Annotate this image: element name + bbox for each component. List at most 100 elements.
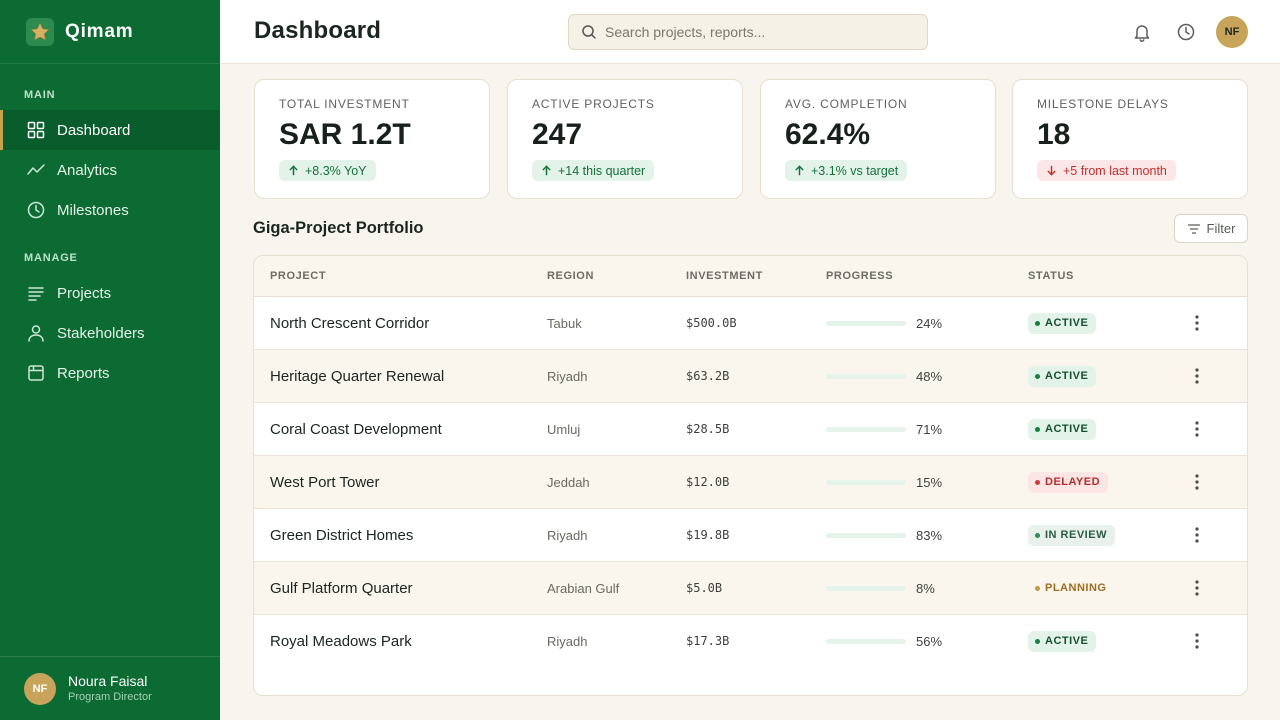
column-header-project[interactable]: PROJECT [270, 270, 327, 282]
project-status: ACTIVE [1028, 350, 1097, 402]
project-progress: 15% [826, 456, 942, 508]
progress-fill [826, 585, 833, 591]
row-menu-button[interactable] [1187, 509, 1207, 561]
project-investment: $5.0B [686, 581, 723, 595]
column-header-status[interactable]: STATUS [1028, 270, 1074, 282]
arrow-up-icon [542, 165, 551, 176]
table-row[interactable]: Heritage Quarter Renewal Riyadh $63.2B 48% A… [254, 350, 1247, 403]
progress-bar [826, 320, 906, 326]
avatar[interactable]: NF [1216, 16, 1248, 48]
column-header-investment[interactable]: INVESTMENT [686, 270, 763, 282]
progress-percent: 56% [916, 633, 943, 649]
sidebar: Qimam MAIN Dashboard Analytics Milestone… [0, 0, 220, 720]
status-dot [1035, 373, 1040, 379]
kpi-label: TOTAL INVESTMENT [279, 97, 410, 111]
status-text: ACTIVE [1045, 370, 1089, 382]
project-progress: 8% [826, 562, 935, 614]
progress-bar [826, 585, 906, 591]
project-name[interactable]: West Port Tower [270, 473, 380, 491]
arrow-up-icon [795, 165, 804, 176]
status-text: ACTIVE [1045, 317, 1089, 329]
user-name: Noura Faisal [68, 673, 148, 689]
progress-percent: 15% [916, 474, 943, 490]
project-status: ACTIVE [1028, 615, 1097, 667]
clock-icon [27, 201, 45, 219]
progress-fill [826, 532, 893, 538]
column-header-progress[interactable]: PROGRESS [826, 270, 894, 282]
table-row[interactable]: Gulf Platform Quarter Arabian Gulf $5.0B 8%… [254, 562, 1247, 615]
status-badge: ACTIVE [1028, 312, 1097, 334]
kpi-delta: +14 this quarter [532, 160, 655, 181]
sidebar-item-analytics[interactable]: Analytics [0, 150, 220, 190]
history-clock-icon[interactable] [1176, 22, 1196, 42]
bell-icon[interactable] [1132, 22, 1152, 42]
row-menu-button[interactable] [1187, 615, 1207, 667]
project-name[interactable]: Heritage Quarter Renewal [270, 367, 445, 385]
project-name[interactable]: Royal Meadows Park [270, 632, 412, 650]
project-region: Arabian Gulf [547, 580, 620, 596]
search-input[interactable] [605, 24, 915, 40]
kpi-delta-text: +3.1% vs target [811, 163, 899, 178]
progress-fill [826, 320, 846, 326]
row-menu-button[interactable] [1187, 456, 1207, 508]
more-vertical-icon [1195, 580, 1199, 596]
kpi-label: AVG. COMPLETION [785, 97, 908, 111]
row-menu-button[interactable] [1187, 350, 1207, 402]
status-text: ACTIVE [1045, 423, 1089, 435]
project-region: Riyadh [547, 527, 588, 543]
kpi-value: SAR 1.2T [279, 118, 411, 151]
row-menu-button[interactable] [1187, 562, 1207, 614]
project-status: ACTIVE [1028, 403, 1097, 455]
table-row[interactable]: West Port Tower Jeddah $12.0B 15% DELAYED [254, 456, 1247, 509]
kpi-card-avg-completion: AVG. COMPLETION 62.4% +3.1% vs target [760, 79, 996, 199]
status-text: ACTIVE [1045, 635, 1089, 647]
sidebar-item-label: Projects [57, 284, 112, 302]
table-row[interactable]: Coral Coast Development Umluj $28.5B 71% ACT… [254, 403, 1247, 456]
table-row[interactable]: North Crescent Corridor Tabuk $500.0B 24% AC… [254, 297, 1247, 350]
sidebar-item-label: Dashboard [57, 121, 131, 139]
search-box[interactable] [568, 14, 928, 50]
table-row[interactable]: Royal Meadows Park Riyadh $17.3B 56% ACTIVE [254, 615, 1247, 668]
progress-bar [826, 638, 906, 644]
sidebar-item-label: Stakeholders [57, 324, 145, 342]
project-region: Jeddah [547, 474, 590, 490]
project-name[interactable]: North Crescent Corridor [270, 314, 430, 332]
brand[interactable]: Qimam [0, 0, 220, 64]
portfolio-table: PROJECT REGION INVESTMENT PROGRESS STATU… [253, 255, 1248, 696]
more-vertical-icon [1195, 368, 1199, 384]
arrow-down-icon [1047, 165, 1056, 176]
project-name[interactable]: Green District Homes [270, 526, 414, 544]
kpi-delta: +3.1% vs target [785, 160, 908, 181]
status-badge: ACTIVE [1028, 630, 1097, 652]
progress-percent: 24% [916, 315, 943, 331]
status-text: DELAYED [1045, 476, 1101, 488]
filter-button[interactable]: Filter [1174, 214, 1248, 243]
user-icon [28, 325, 44, 342]
project-status: DELAYED [1028, 456, 1109, 508]
sidebar-item-milestones[interactable]: Milestones [0, 190, 220, 230]
project-status: PLANNING [1028, 562, 1114, 614]
project-name[interactable]: Coral Coast Development [270, 420, 442, 438]
status-dot [1035, 585, 1040, 591]
progress-bar [826, 373, 906, 379]
sidebar-user[interactable]: NF Noura Faisal Program Director [0, 656, 220, 720]
status-text: PLANNING [1045, 582, 1107, 594]
project-name[interactable]: Gulf Platform Quarter [270, 579, 413, 597]
filter-icon [1187, 223, 1200, 234]
row-menu-button[interactable] [1187, 297, 1207, 349]
row-menu-button[interactable] [1187, 403, 1207, 455]
progress-percent: 48% [916, 368, 943, 384]
sidebar-item-projects[interactable]: Projects [0, 273, 220, 313]
project-region: Riyadh [547, 368, 588, 384]
kpi-delta-text: +5 from last month [1063, 163, 1167, 178]
sidebar-item-reports[interactable]: Reports [0, 353, 220, 393]
table-row[interactable]: Green District Homes Riyadh $19.8B 83% IN RE… [254, 509, 1247, 562]
sidebar-item-stakeholders[interactable]: Stakeholders [0, 313, 220, 353]
project-investment: $63.2B [686, 369, 730, 383]
sidebar-item-dashboard[interactable]: Dashboard [0, 110, 220, 150]
status-badge: DELAYED [1028, 471, 1109, 493]
column-header-region[interactable]: REGION [547, 270, 594, 282]
project-progress: 48% [826, 350, 942, 402]
kpi-delta: +8.3% YoY [279, 160, 376, 181]
kpi-value: 62.4% [785, 118, 871, 151]
